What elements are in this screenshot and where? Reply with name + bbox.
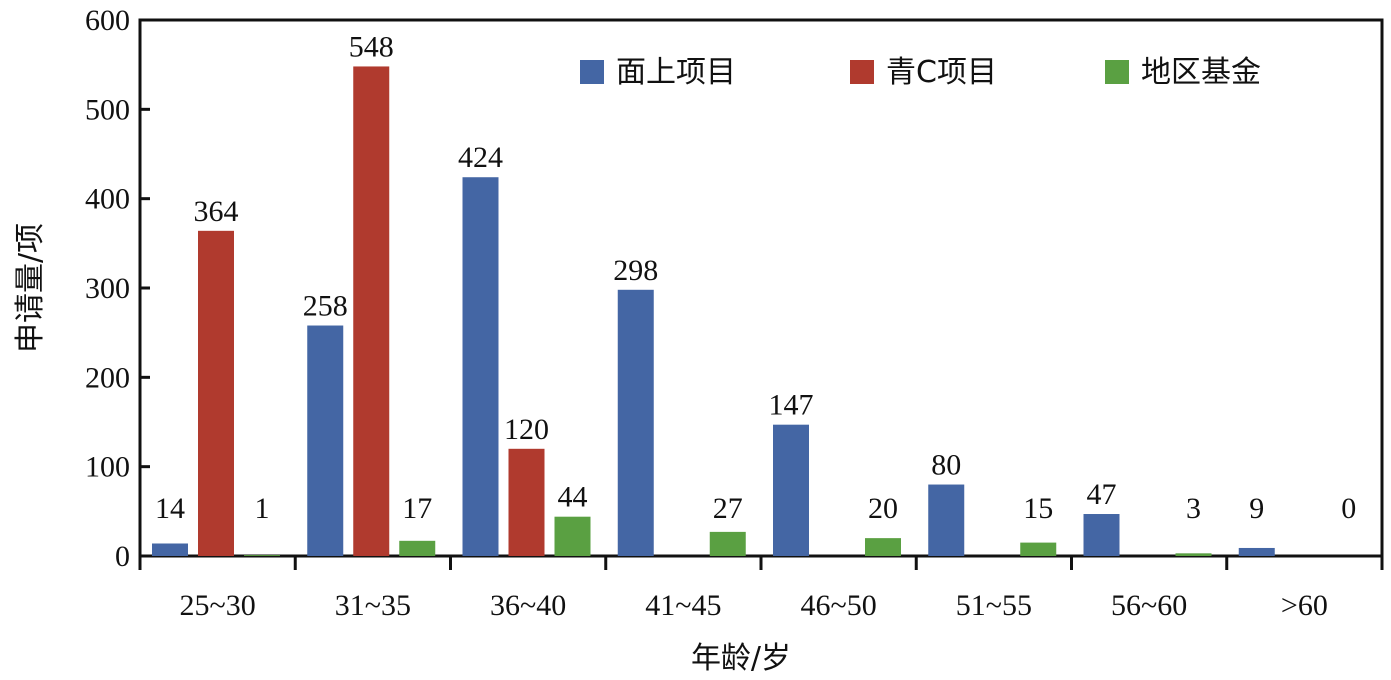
data-label: 80 (931, 449, 961, 482)
data-label: 47 (1087, 478, 1117, 511)
bars (152, 66, 1275, 556)
legend-label: 面上项目 (616, 55, 736, 90)
legend-label: 地区基金 (1141, 55, 1261, 90)
y-axis-title: 申请量/项 (13, 223, 48, 353)
data-label: 27 (713, 492, 743, 525)
x-tick-label: 46~50 (801, 589, 877, 622)
x-tick-label: 56~60 (1111, 589, 1187, 622)
data-label: 548 (349, 30, 394, 63)
y-tick-label: 200 (85, 361, 130, 394)
bar (353, 66, 390, 556)
bar (709, 531, 746, 556)
x-tick-label: 36~40 (490, 589, 566, 622)
x-tick-label: >60 (1281, 589, 1328, 622)
bar (399, 540, 436, 556)
data-label: 298 (613, 254, 658, 287)
bar (198, 230, 234, 556)
y-tick-label: 100 (85, 451, 130, 484)
bar (152, 543, 188, 556)
x-tick-label: 41~45 (645, 589, 721, 622)
data-label: 17 (402, 492, 432, 525)
data-label: 424 (458, 141, 503, 174)
y-tick-label: 0 (115, 540, 130, 573)
bar (244, 555, 280, 556)
x-tick-label: 31~35 (335, 589, 411, 622)
data-label: 15 (1023, 492, 1053, 525)
legend-swatch (850, 60, 874, 84)
legend-swatch (1105, 60, 1129, 84)
y-tick-label: 300 (85, 272, 130, 305)
x-tick-label: 25~30 (180, 589, 256, 622)
data-label: 364 (194, 195, 239, 228)
x-axis: 25~30 31~35 36~40 41~45 46~50 51~55 56~60 >60 (138, 556, 1384, 622)
bar (1083, 514, 1120, 556)
bar (554, 516, 591, 556)
y-tick-label: 500 (85, 93, 130, 126)
data-label: 20 (868, 492, 898, 525)
data-label: 0 (1341, 492, 1356, 525)
y-tick-label: 400 (85, 183, 130, 216)
bar (773, 424, 809, 556)
data-label: 1 (255, 492, 270, 525)
data-label: 120 (504, 413, 549, 446)
data-label: 147 (769, 389, 814, 422)
bar (865, 538, 901, 556)
data-label: 14 (155, 492, 185, 525)
data-label: 9 (1249, 492, 1264, 525)
bar (1238, 547, 1275, 556)
bar (1020, 542, 1057, 556)
data-label: 3 (1186, 492, 1201, 525)
bar (508, 448, 545, 556)
data-labels: 14 258 424 298 147 80 47 9 364 548 120 1 17 44 27 20 15 3… (155, 30, 1356, 525)
bar (307, 325, 344, 556)
data-label: 258 (303, 290, 348, 323)
data-label: 44 (558, 481, 588, 514)
legend-label: 青C项目 (886, 55, 997, 90)
x-tick-label: 51~55 (956, 589, 1032, 622)
x-axis-title: 年龄/岁 (691, 641, 791, 676)
bar (928, 484, 965, 556)
bar (462, 177, 499, 556)
bar (617, 289, 654, 556)
legend: 面上项目 青C项目 地区基金 (580, 55, 1261, 90)
bar (1175, 553, 1212, 556)
legend-swatch (580, 60, 604, 84)
y-tick-label: 600 (85, 4, 130, 37)
